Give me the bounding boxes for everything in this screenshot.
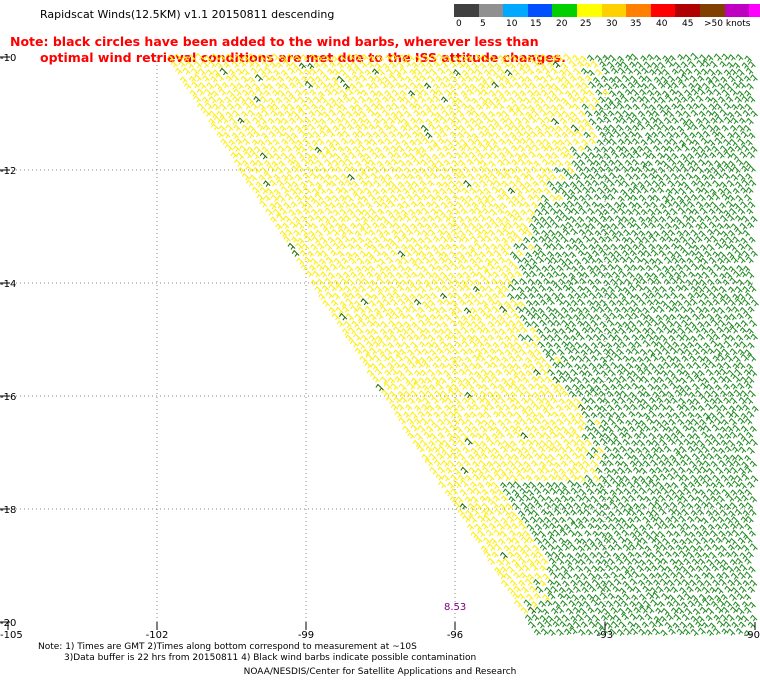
colorbar-label: >50 knots bbox=[704, 19, 751, 29]
map-axes: -10-12-14-16-18-20-105 -102 -99 -96 -93 -908.… bbox=[0, 53, 760, 641]
map-grid bbox=[8, 57, 755, 622]
colorbar-label: 45 bbox=[682, 19, 694, 29]
footer-note-line1: Note: 1) Times are GMT 2)Times along bot… bbox=[38, 642, 417, 652]
lat-label: -16 bbox=[0, 392, 16, 403]
lat-label: -10 bbox=[0, 53, 16, 64]
colorbar-swatch bbox=[675, 4, 700, 17]
warning-note-line1: Note: black circles have been added to t… bbox=[10, 34, 539, 49]
colorbar-label: 5 bbox=[480, 19, 486, 29]
colorbar-swatch bbox=[478, 4, 504, 17]
lon-label: -99 bbox=[298, 630, 314, 641]
colorbar-swatch bbox=[601, 4, 627, 17]
colorbar-swatch bbox=[503, 4, 528, 17]
colorbar-swatch bbox=[626, 4, 651, 17]
lon-label: -102 bbox=[146, 630, 169, 641]
footer-notes: Note: 1) Times are GMT 2)Times along bot… bbox=[38, 642, 476, 664]
colorbar-swatch bbox=[699, 4, 725, 17]
colorbar-swatch bbox=[527, 4, 553, 17]
map-title: Rapidscat Winds(12.5KM) v1.1 20150811 de… bbox=[40, 8, 335, 21]
colorbar-swatch bbox=[749, 4, 760, 17]
colorbar-label: 10 bbox=[506, 19, 518, 29]
colorbar-swatch bbox=[552, 4, 577, 17]
colorbar-label: 30 bbox=[606, 19, 618, 29]
colorbar-label: 15 bbox=[530, 19, 542, 29]
yellow-wind-barbs bbox=[166, 52, 610, 615]
lon-label: -93 bbox=[597, 630, 613, 641]
credit-line: NOAA/NESDIS/Center for Satellite Applica… bbox=[243, 667, 517, 677]
lon-label: -96 bbox=[447, 630, 463, 641]
colorbar-label: 0 bbox=[456, 19, 462, 29]
time-label: 8.53 bbox=[444, 602, 466, 613]
colorbar-swatch bbox=[724, 4, 750, 17]
footer-note-line2: 3)Data buffer is 22 hrs from 20150811 4)… bbox=[64, 653, 477, 663]
colorbar-label: 40 bbox=[656, 19, 668, 29]
green-wind-barbs bbox=[500, 52, 759, 637]
colorbar-swatch bbox=[576, 4, 602, 17]
colorbar-labels: 0 5 10 15 20 25 30 35 40 45 >50 knots bbox=[454, 17, 760, 31]
colorbar-label: 20 bbox=[556, 19, 568, 29]
dark-wind-barbs bbox=[219, 61, 586, 615]
lat-label: -12 bbox=[0, 166, 16, 177]
wind-barbs bbox=[166, 52, 759, 637]
lat-label: -18 bbox=[0, 505, 16, 516]
colorbar-label: 35 bbox=[630, 19, 642, 29]
warning-note: Note: black circles have been added to t… bbox=[10, 34, 570, 66]
warning-note-line2: optimal wind retrieval conditions are me… bbox=[40, 50, 566, 65]
colorbar-swatches bbox=[454, 4, 760, 17]
colorbar-label: 25 bbox=[580, 19, 592, 29]
lon-label: -90 bbox=[744, 630, 760, 641]
colorbar-swatch bbox=[454, 4, 479, 17]
wind-speed-colorbar: 0 5 10 15 20 25 30 35 40 45 >50 knots bbox=[454, 4, 760, 31]
lat-label: -14 bbox=[0, 279, 16, 290]
colorbar-swatch bbox=[650, 4, 676, 17]
lon-label: -105 bbox=[0, 630, 23, 641]
